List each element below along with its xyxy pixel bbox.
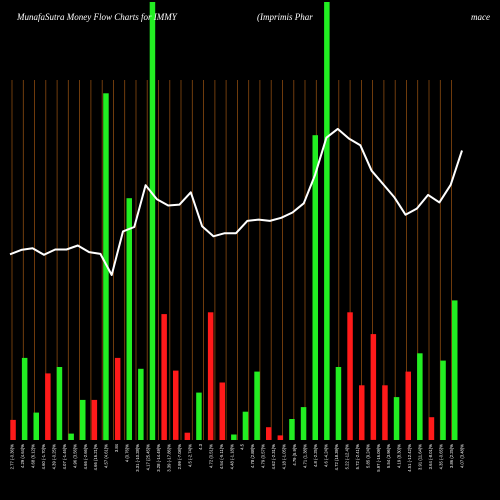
volume-bar (149, 2, 156, 440)
volume-bar (161, 314, 167, 440)
x-tick-label: 5.97 (-16.09)% (376, 444, 381, 472)
volume-bar (80, 399, 86, 440)
volume-bar (312, 135, 318, 440)
x-tick-label: 4.79 (0.57)% (261, 444, 266, 468)
x-tick-label: 4.3 (198, 443, 203, 449)
price-line (9, 127, 463, 276)
volume-bar (56, 367, 63, 440)
title-middle: (Imprimis Phar (257, 12, 313, 22)
x-tick-label: 3.91 (11.64)% (418, 444, 423, 470)
volume-bar (289, 419, 295, 440)
volume-bar (347, 312, 353, 441)
volume-bar (266, 427, 272, 440)
x-tick-label: 4.72 (0.51)% (208, 444, 213, 468)
volume-bar (231, 434, 237, 440)
volume-bar (324, 2, 330, 440)
volume-bar (91, 399, 98, 440)
volume-bar (370, 334, 377, 440)
volume-bar (207, 312, 214, 441)
x-tick-label: 4.29 (4.64)% (20, 444, 25, 468)
x-tick-label: 3.86 (2.25)% (449, 444, 454, 468)
volume-bar (173, 370, 179, 440)
volume-bar (428, 417, 435, 440)
volume-bar (254, 371, 260, 440)
volume-bar (21, 357, 28, 440)
x-tick-label: 4.07 (-1.46)% (62, 444, 67, 470)
x-tick-label: 3.64 (-8.01)% (428, 444, 433, 470)
volume-bar (114, 357, 121, 440)
x-tick-label: 4.51 (-12.42)% (407, 444, 412, 472)
x-tick-label: 4.54 (-5.11)% (219, 444, 224, 469)
x-tick-label: 4.35 (-0.65)% (439, 444, 444, 470)
x-tick-label: 4.96 (3.56)% (72, 444, 77, 468)
volume-bar (196, 392, 202, 440)
x-tick-label: 5.22 (-12.4)% (344, 444, 349, 470)
x-tick-label: 4.48 (-1.18)% (229, 444, 234, 470)
x-tick-label: 5.54 (3.96)% (386, 444, 391, 468)
volume-bar (10, 419, 16, 440)
volume-bar (242, 411, 249, 440)
volume-bar (103, 93, 109, 441)
volume-bar (184, 432, 191, 440)
x-tick-label: 5.85 (9.24)% (365, 444, 370, 468)
volume-bar (138, 368, 144, 440)
volume-bar (452, 300, 458, 440)
x-tick-label: 4.71 (1.38)% (303, 444, 308, 468)
x-tick-label: 3.31 (-10.28)% (135, 444, 140, 472)
volume-bar (68, 433, 74, 440)
x-tick-label: 4.39 (-0.25)% (51, 444, 56, 470)
volume-bars (10, 2, 458, 441)
x-tick-label: 4.5 (240, 443, 245, 449)
x-tick-label: 3.84 (114, 443, 119, 452)
x-tick-label: 4.8 (-2.25)% (313, 444, 318, 467)
volume-bar (45, 373, 51, 440)
volume-bar (277, 435, 284, 440)
volume-bar (33, 412, 39, 440)
volume-bar (440, 360, 446, 440)
x-tick-label: 4.18 (-1.05)% (282, 444, 287, 470)
x-axis-tick-labels: 2.77 (-0.36)% 4.29 (4.64)% 4.68 (6.12)% 4.6… (10, 443, 465, 471)
x-tick-label: 4.57 (4.61)% (104, 444, 109, 468)
x-tick-label: 4.6 (-4.24)% (324, 444, 329, 467)
x-tick-label: 2.99 (-7.08)% (177, 444, 182, 470)
x-tick-label: 4.17 (25.45)% (146, 444, 151, 471)
x-tick-label: 4.72 (18.39)% (334, 444, 339, 471)
x-tick-label: 4.07 (3.48)% (460, 444, 465, 468)
x-tick-label: 4.60 (-1.70)% (41, 444, 46, 470)
x-tick-label: 4 (0.76)% (125, 444, 130, 462)
title-left: MunafaSutra Money Flow Charts for IMMY (16, 12, 178, 22)
volume-bar (417, 353, 423, 440)
volume-bar (405, 371, 411, 440)
title-right: mace (471, 12, 490, 22)
volume-bar (126, 198, 132, 440)
x-tick-label: 3.39 (-17.86)% (167, 444, 172, 472)
volume-bar (219, 382, 225, 440)
x-tick-label: 4.79 (5.9)% (292, 444, 297, 466)
volume-bar (393, 397, 400, 440)
x-tick-label: 5.72 (-2.41)% (355, 444, 360, 470)
x-tick-label: 2.77 (-0.36)% (10, 444, 15, 470)
volume-bar (382, 385, 388, 441)
x-tick-label: 4.5 (-2.74)% (187, 444, 192, 467)
x-tick-label: 4.78 (2.88)% (250, 444, 255, 468)
x-tick-label: 3.28 (-14.49)% (156, 444, 161, 472)
chart-title: MunafaSutra Money Flow Charts for IMMY (… (16, 12, 490, 22)
volume-bar (335, 367, 342, 440)
x-tick-label: 4.19 (8.30)% (397, 444, 402, 468)
volume-bar (359, 385, 365, 441)
x-tick-label: 4.68 (6.12)% (30, 444, 35, 468)
x-tick-label: 4.62 (-2.31)% (271, 444, 276, 470)
x-tick-label: 4.66 (16.21)% (93, 444, 98, 471)
volume-bar (300, 407, 307, 440)
x-tick-label: 4.66 (-2.66)% (83, 444, 88, 470)
